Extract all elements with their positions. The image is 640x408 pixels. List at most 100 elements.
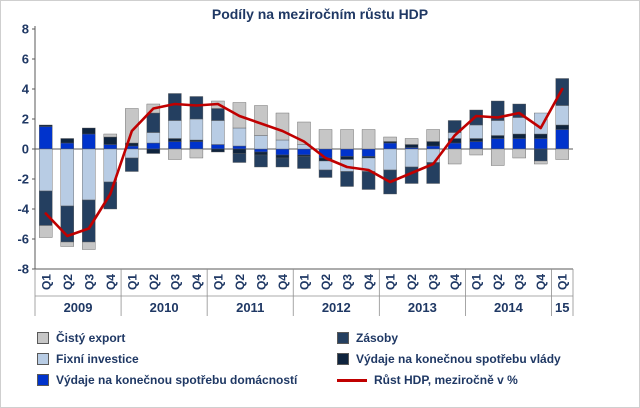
bar-segment [39, 225, 53, 238]
bar-segment [340, 148, 354, 157]
bar-segment [254, 148, 268, 153]
bar-segment [211, 148, 225, 153]
bar-segment [82, 133, 96, 150]
legend-item-fixed-investment: Fixní investice [37, 352, 337, 366]
bar-segment [60, 148, 74, 207]
fixed-investment-swatch [37, 353, 49, 365]
bar-segment [254, 154, 268, 168]
legend-item-household-consumption: Výdaje na konečnou spotřebu domácností [37, 373, 337, 387]
y-tick-label: 8 [22, 23, 29, 37]
bar-segment [404, 144, 419, 148]
year-label: 2009 [64, 300, 93, 315]
bar-segment [318, 129, 333, 150]
quarter-label: Q3 [513, 274, 527, 290]
bar-segment [275, 148, 290, 156]
bar-segment [555, 105, 569, 126]
bar-segment [211, 120, 225, 145]
bar-segment [189, 118, 204, 141]
quarter-label: Q4 [276, 274, 290, 290]
bar-segment [39, 190, 53, 226]
bar-segment [361, 148, 376, 157]
bar-segment [490, 135, 505, 139]
bar-segment [447, 120, 462, 133]
quarter-label: Q4 [104, 274, 118, 290]
bar-segment [232, 127, 247, 147]
y-tick-label: 6 [22, 52, 29, 67]
quarter-label: Q3 [168, 274, 182, 290]
legend-label: Výdaje na konečnou spotřebu domácností [56, 373, 298, 387]
bar-segment [103, 136, 118, 145]
bar-segment [469, 124, 483, 139]
quarter-label: Q1 [556, 274, 570, 290]
bar-segment [125, 157, 139, 172]
bar-segment [297, 148, 311, 156]
bar-segment [82, 127, 96, 135]
legend-label: Výdaje na konečnou spotřebu vlády [356, 352, 561, 366]
quarter-label: Q3 [254, 274, 268, 290]
bar-segment [340, 156, 354, 160]
bar-segment [168, 148, 182, 160]
inventories-swatch [337, 332, 349, 344]
bar-segment [447, 148, 462, 165]
legend-item-gdp-growth-line: Růst HDP, meziročně v % [337, 373, 639, 387]
bar-segment [211, 108, 225, 121]
legend-label: Zásoby [356, 331, 399, 345]
bar-segment [103, 144, 118, 150]
bar-segment [361, 129, 376, 150]
bar-segment [146, 148, 161, 154]
bar-segment [232, 153, 247, 163]
quarter-label: Q3 [341, 274, 355, 290]
quarter-label: Q2 [147, 274, 161, 290]
bar-segment [490, 138, 505, 150]
bar-segment [383, 136, 397, 142]
bar-segment [168, 120, 182, 139]
quarter-label: Q1 [470, 274, 484, 290]
bar-segment [39, 148, 53, 192]
quarter-label: Q2 [319, 274, 333, 290]
quarter-label: Q1 [39, 274, 53, 290]
bar-segment [189, 141, 204, 150]
bar-segment [168, 93, 182, 121]
bar-segment [146, 142, 161, 150]
chart-canvas: 8 6 4 2 0 -2 -4 -6 -8 Q1 Q2 Q3 Q4 Q1 Q2 Q3 Q4 Q1 Q2 Q3 Q4 Q1 Q… [17, 23, 574, 316]
bar-segment [534, 133, 548, 139]
quarter-label: Q1 [384, 274, 398, 290]
bar-segment [318, 160, 333, 171]
bar-segment [512, 148, 526, 159]
bar-segment [361, 156, 376, 159]
bar-segment [426, 129, 440, 142]
bar-segment [512, 138, 526, 150]
bar-segment [404, 147, 419, 150]
bar-segment [60, 241, 74, 247]
bar-segment [447, 142, 462, 150]
bar-segment [469, 138, 483, 142]
quarter-label: Q3 [427, 274, 441, 290]
bar-segment [469, 148, 483, 156]
household-consumption-swatch [37, 374, 49, 386]
year-label: 2010 [150, 300, 179, 315]
bar-segment [275, 154, 290, 159]
bar-segment [275, 139, 290, 150]
y-tick-label: -4 [17, 202, 29, 217]
bar-segment [39, 126, 53, 150]
bar-segment [146, 112, 161, 133]
legend-label: Růst HDP, meziročně v % [374, 373, 518, 387]
bar-segment [555, 148, 569, 160]
bar-segment [426, 141, 440, 147]
bar-segment [297, 154, 311, 157]
bar-segment [168, 141, 182, 150]
bar-segment [340, 171, 354, 187]
y-tick-label: 4 [22, 82, 30, 97]
government-consumption-swatch [337, 353, 349, 365]
quarter-label: Q2 [405, 274, 419, 290]
y-tick-label: -8 [17, 262, 29, 277]
bar-segment [275, 157, 290, 168]
bar-segment [297, 156, 311, 169]
bar-segment [82, 241, 96, 250]
year-label: 2012 [322, 300, 351, 315]
bar-segment [60, 142, 74, 150]
bar-segment [340, 129, 354, 150]
bar-segment [490, 120, 505, 136]
bar-segment [361, 171, 376, 190]
